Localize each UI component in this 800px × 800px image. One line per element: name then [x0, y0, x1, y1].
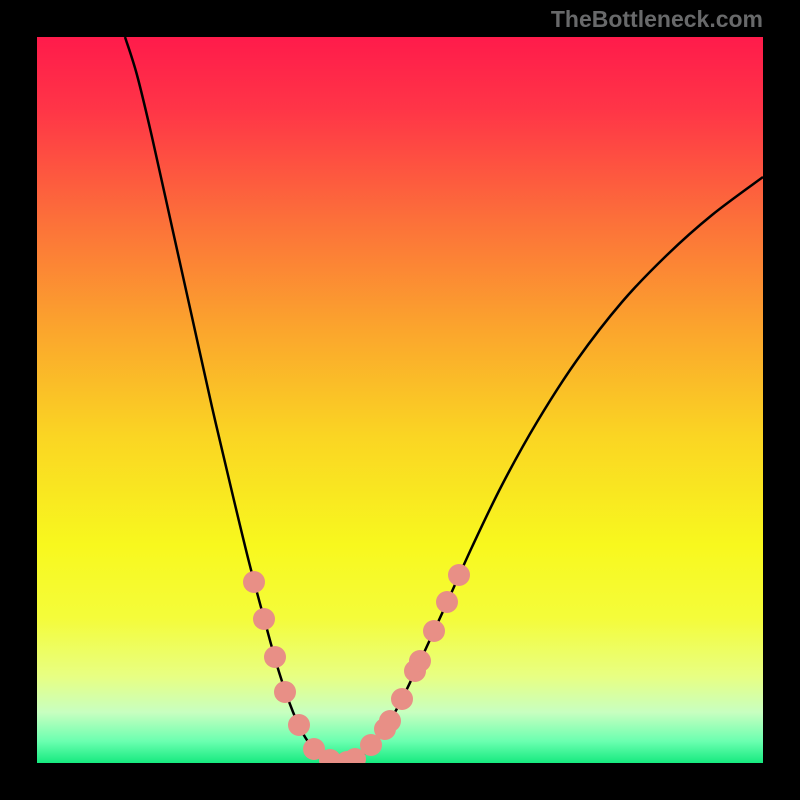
- data-marker: [264, 646, 286, 668]
- chart-background: [37, 37, 763, 763]
- data-marker: [288, 714, 310, 736]
- data-marker: [448, 564, 470, 586]
- chart-svg: [37, 37, 763, 763]
- data-marker: [274, 681, 296, 703]
- data-marker: [253, 608, 275, 630]
- watermark-text: TheBottleneck.com: [551, 6, 763, 33]
- data-marker: [409, 650, 431, 672]
- data-marker: [391, 688, 413, 710]
- plot-area: [37, 37, 763, 763]
- data-marker: [436, 591, 458, 613]
- data-marker: [243, 571, 265, 593]
- data-marker: [423, 620, 445, 642]
- data-marker: [379, 710, 401, 732]
